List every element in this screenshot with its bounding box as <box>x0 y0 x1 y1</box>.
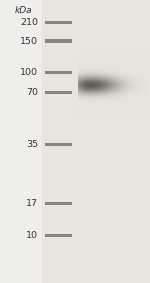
Bar <box>45 143 72 146</box>
Bar <box>42 0 150 283</box>
Text: 70: 70 <box>26 88 38 97</box>
Text: 35: 35 <box>26 140 38 149</box>
Bar <box>45 39 72 42</box>
Bar <box>45 70 72 74</box>
Text: 150: 150 <box>20 37 38 46</box>
Bar <box>45 234 72 237</box>
Text: 210: 210 <box>20 18 38 27</box>
Bar <box>45 21 72 24</box>
Text: 17: 17 <box>26 199 38 208</box>
Bar <box>45 91 72 94</box>
Bar <box>45 201 72 205</box>
Text: 100: 100 <box>20 68 38 77</box>
Text: kDa: kDa <box>15 6 32 15</box>
Text: 10: 10 <box>26 231 38 240</box>
